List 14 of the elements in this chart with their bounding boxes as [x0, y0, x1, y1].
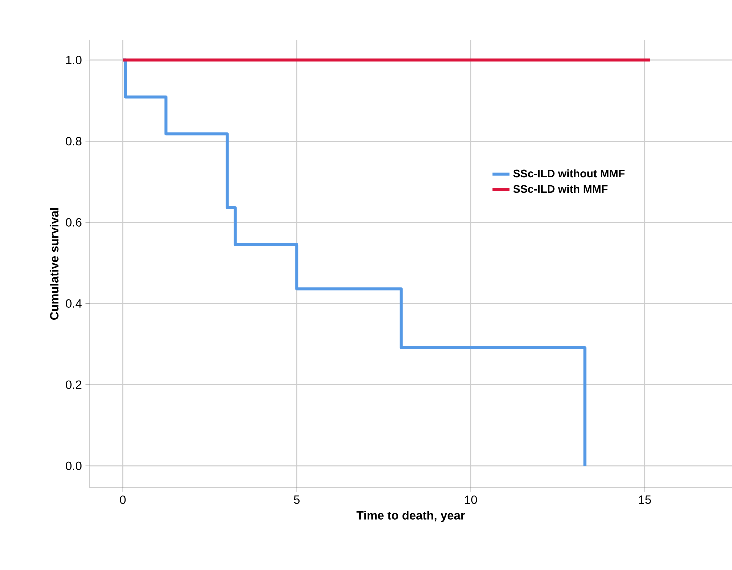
x-tick-label: 5 [294, 496, 300, 504]
legend-label: SSc-ILD without MMF [514, 170, 625, 178]
x-tick-label: 15 [639, 496, 652, 504]
y-tick-label: 1.0 [66, 56, 82, 65]
y-tick-label: 0.0 [66, 462, 82, 470]
legend-label: SSc-ILD with MMF [514, 185, 608, 194]
x-tick-label: 0 [120, 496, 126, 504]
y-tick-label: 0.8 [66, 137, 82, 146]
y-tick-label: 0.4 [66, 300, 82, 308]
y-tick-label: 0.2 [66, 380, 82, 390]
x-tick-label: 10 [465, 496, 478, 504]
y-tick-label: 0.6 [66, 218, 82, 227]
y-axis-title: Cumulative survival [50, 208, 59, 320]
x-axis-title: Time to death, year [356, 511, 466, 522]
